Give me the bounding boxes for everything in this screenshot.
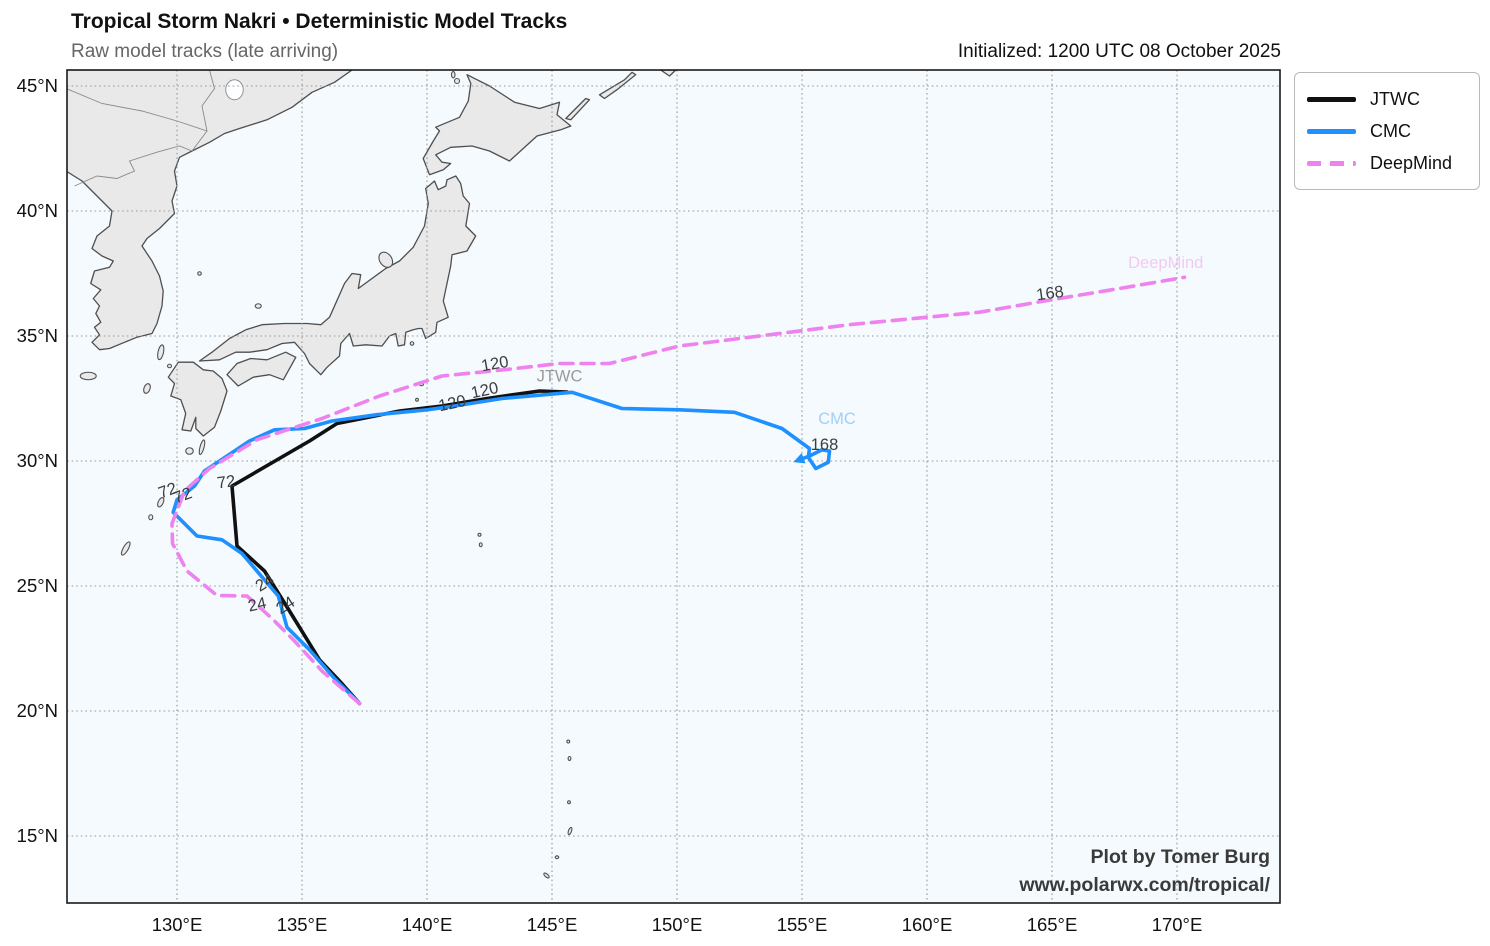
coastline-hokkaido [422, 74, 572, 176]
page-title: Tropical Storm Nakri • Deterministic Mod… [71, 10, 568, 33]
track-deepmind [170, 275, 1187, 706]
coastline-mainland [67, 70, 353, 351]
x-tick-label-130: 130°E [152, 914, 203, 935]
legend-swatch-deepmind [1307, 160, 1356, 166]
x-tick-label-150: 150°E [652, 914, 703, 935]
small-island [567, 826, 573, 836]
legend-item-jtwc: JTWC [1307, 83, 1467, 115]
x-tick-label-140: 140°E [402, 914, 453, 935]
y-tick-label-40: 40°N [17, 200, 58, 221]
credit-text: Plot by Tomer Burg www.polarwx.com/tropi… [1019, 843, 1270, 899]
track-cmc-arrowhead [793, 453, 806, 464]
y-tick-label-35: 35°N [17, 325, 58, 346]
model-end-label-deepmind: DeepMind [1128, 254, 1203, 272]
x-tick-label-155: 155°E [777, 914, 828, 935]
x-tick-label-165: 165°E [1027, 914, 1078, 935]
y-tick-label-15: 15°N [17, 825, 58, 846]
small-island [567, 755, 572, 762]
plot-frame [66, 69, 1281, 904]
y-tick-label-30: 30°N [17, 450, 58, 471]
y-tick-label-45: 45°N [17, 75, 58, 96]
small-island [157, 344, 165, 361]
legend-item-cmc: CMC [1307, 115, 1467, 147]
small-island [148, 514, 154, 521]
coastline-iturup [598, 71, 637, 100]
small-island [79, 371, 97, 381]
legend-label: DeepMind [1370, 152, 1453, 173]
hour-label-120: 120 [480, 353, 510, 376]
small-island [554, 855, 560, 860]
legend-item-deepmind: DeepMind [1307, 147, 1467, 179]
hour-label-120: 120 [469, 379, 500, 402]
small-island [157, 497, 165, 508]
hour-label-72: 72 [156, 479, 179, 502]
x-tick-label-170: 170°E [1152, 914, 1203, 935]
small-island [477, 532, 482, 537]
small-island [198, 439, 206, 456]
hour-label-72: 72 [216, 472, 237, 492]
small-island [415, 397, 419, 402]
track-jtwc [230, 389, 569, 706]
legend: JTWC CMC DeepMind [1294, 72, 1480, 190]
legend-label: CMC [1370, 120, 1411, 141]
x-tick-label-160: 160°E [902, 914, 953, 935]
small-island [166, 363, 173, 369]
small-island [566, 739, 571, 744]
hour-label-72: 72 [171, 484, 194, 507]
credit-line-2: www.polarwx.com/tropical/ [1019, 874, 1270, 896]
model-end-label-jtwc: JTWC [537, 368, 583, 386]
country-border [191, 70, 215, 152]
coastline-kyushu [167, 361, 228, 437]
small-island [120, 541, 131, 556]
credit-line-1: Plot by Tomer Burg [1090, 846, 1270, 868]
small-island [478, 542, 483, 548]
x-tick-label-145: 145°E [527, 914, 578, 935]
hour-label-24: 24 [246, 594, 268, 615]
coastline-honshu [198, 175, 477, 376]
legend-label: JTWC [1370, 88, 1420, 109]
initialized-text: Initialized: 1200 UTC 08 October 2025 [957, 41, 1281, 62]
coastline-kunashir [565, 97, 591, 121]
small-island [450, 70, 456, 79]
model-end-label-cmc: CMC [818, 410, 856, 428]
hour-label-168: 168 [1035, 283, 1065, 305]
small-island [197, 271, 202, 276]
x-tick-label-135: 135°E [277, 914, 328, 935]
small-island [378, 251, 394, 268]
legend-swatch-jtwc [1307, 96, 1356, 102]
page-subtitle: Raw model tracks (late arriving) [71, 41, 339, 62]
hour-label-120: 120 [437, 392, 468, 415]
coastline-shikoku [226, 351, 297, 387]
y-tick-label-25: 25°N [17, 575, 58, 596]
lake-khanka [225, 79, 244, 101]
small-island [254, 303, 262, 309]
legend-swatch-cmc [1307, 128, 1356, 134]
small-island [567, 800, 571, 805]
y-tick-label-20: 20°N [17, 700, 58, 721]
coastline-urup [660, 70, 677, 77]
sea-background [67, 70, 1280, 903]
small-island [409, 341, 415, 346]
small-island [143, 383, 151, 394]
small-island [453, 77, 461, 85]
small-island [543, 872, 550, 879]
country-border [67, 88, 208, 132]
small-island [185, 447, 194, 455]
country-border [74, 145, 193, 187]
hour-label-168: 168 [811, 436, 839, 454]
track-cmc [171, 390, 832, 706]
